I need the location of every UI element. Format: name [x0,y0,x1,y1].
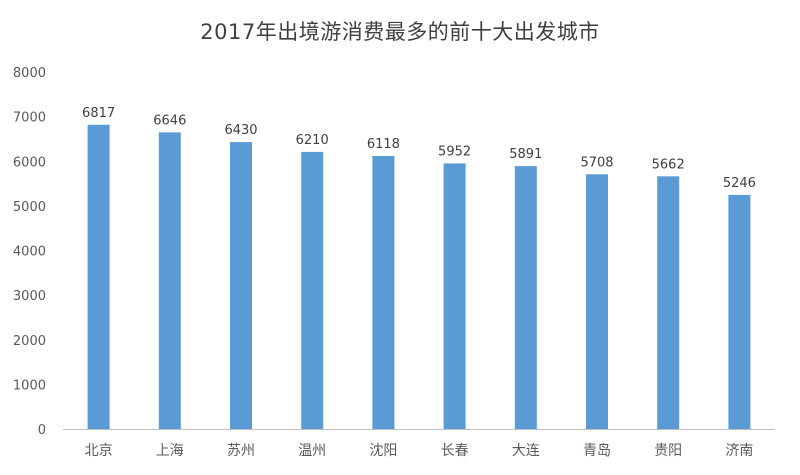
y-tick-label: 8000 [13,66,46,81]
y-tick-label: 7000 [13,111,46,126]
y-tick-label: 5000 [13,200,46,215]
bar [728,194,751,429]
y-tick-label: 0 [38,423,46,438]
y-tick-label: 2000 [13,334,46,349]
data-label: 5891 [509,147,542,162]
x-category-label: 长春 [441,443,469,459]
x-category-label: 温州 [298,443,326,459]
data-label: 5708 [580,155,613,170]
bar [514,166,537,429]
x-category-label: 大连 [512,443,540,459]
y-tick-label: 3000 [13,289,46,304]
chart-title: 2017年出境游消费最多的前十大出发城市 [200,20,600,44]
data-label: 5246 [723,176,756,191]
data-label: 6817 [82,106,115,121]
data-label: 6210 [296,133,329,148]
x-category-label: 上海 [156,443,184,459]
data-label: 6118 [367,137,400,152]
data-label: 5662 [652,157,685,172]
x-category-label: 北京 [85,443,113,459]
bar [657,176,680,429]
bar [443,163,466,429]
bar [158,132,181,429]
y-tick-label: 1000 [13,378,46,393]
x-category-label: 贵阳 [654,443,682,459]
bar [586,174,608,429]
data-label: 6646 [153,113,186,128]
data-label: 5952 [438,144,471,159]
bar [87,124,110,430]
bar [301,151,324,429]
x-category-label: 苏州 [227,443,255,459]
x-category-label: 济南 [725,443,753,459]
bar [230,142,252,429]
y-tick-label: 4000 [13,245,46,260]
y-tick-label: 6000 [13,155,46,170]
data-label: 6430 [224,123,257,138]
x-category-label: 青岛 [583,443,611,459]
bar [372,156,395,429]
x-category-label: 沈阳 [369,443,397,459]
